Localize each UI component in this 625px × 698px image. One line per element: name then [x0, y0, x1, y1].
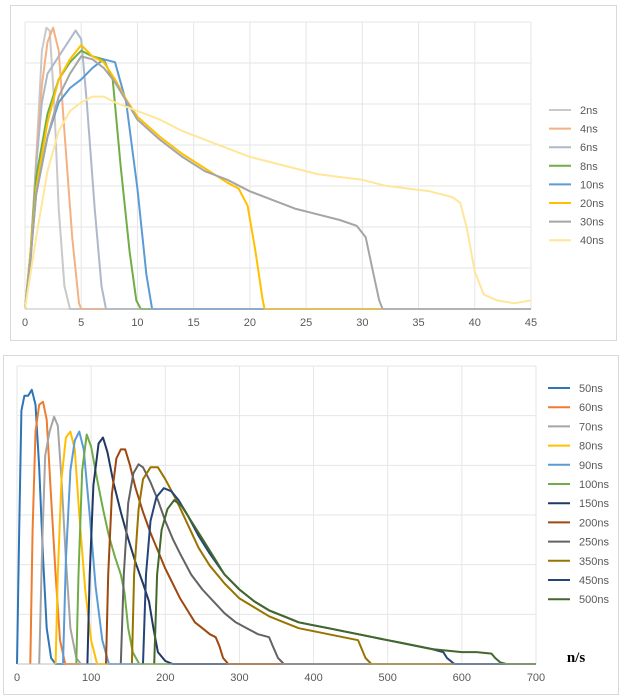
x-tick-label: 15: [188, 317, 200, 329]
series-line-350ns: [130, 466, 536, 665]
legend-label: 350ns: [579, 556, 609, 568]
chart-panel-bottom: 0 100 200 300 400 500 600 700 50ns 60ns 70ns 80ns 90…: [3, 355, 619, 695]
legend-label: 100ns: [579, 479, 609, 491]
series-line-250ns: [119, 463, 536, 665]
series-line-60ns: [29, 400, 536, 665]
legend-label: 8ns: [580, 161, 598, 173]
legend-label: 250ns: [579, 537, 609, 549]
x-tick-label: 400: [304, 672, 322, 684]
legend-label: 80ns: [579, 441, 603, 453]
legend-label: 40ns: [580, 235, 604, 247]
pulse-width-chart-long: 0 100 200 300 400 500 600 700 50ns 60ns 70ns 80ns 90…: [14, 365, 609, 684]
x-tick-label: 300: [230, 672, 248, 684]
unit-label: n/s: [567, 650, 586, 666]
legend-label: 70ns: [579, 421, 603, 433]
legend-label: 60ns: [579, 402, 603, 414]
series-line-30ns: [24, 55, 531, 310]
x-tick-label: 500: [379, 672, 397, 684]
legend-label: 50ns: [579, 383, 603, 395]
pulse-width-chart-ns: 0 5 10 15 20 25 30 35 40 45 2ns 4ns 6ns 8ns 10ns 20ns 30…: [22, 21, 604, 329]
legend-label: 20ns: [580, 198, 604, 210]
legend-label: 6ns: [580, 142, 598, 154]
series-line-6ns: [24, 29, 531, 310]
x-tick-label: 30: [356, 317, 368, 329]
legend-label: 90ns: [579, 460, 603, 472]
series-line-80ns: [54, 430, 536, 665]
legend-label: 4ns: [580, 124, 598, 136]
legend-label: 500ns: [579, 594, 609, 606]
chart-panel-top: 0 5 10 15 20 25 30 35 40 45 2ns 4ns 6ns 8ns 10ns 20ns 30…: [10, 5, 617, 341]
series-line-150ns: [86, 436, 536, 665]
legend-label: 150ns: [579, 498, 609, 510]
x-tick-label: 100: [82, 672, 100, 684]
series-line-40ns: [24, 95, 532, 310]
series-line-50ns: [16, 388, 536, 665]
series-line-4ns: [24, 26, 531, 310]
x-tick-label: 40: [469, 317, 481, 329]
x-tick-label: 600: [453, 672, 471, 684]
series-line-100ns: [75, 433, 536, 665]
x-tick-label: 5: [78, 317, 84, 329]
x-tick-label: 0: [22, 317, 28, 329]
x-tick-label: 700: [527, 672, 545, 684]
series-line-90ns: [62, 430, 536, 665]
x-tick-label: 45: [525, 317, 537, 329]
x-tick-label: 35: [412, 317, 424, 329]
x-tick-label: 25: [300, 317, 312, 329]
series-line-500ns: [153, 499, 536, 665]
legend-label: 2ns: [580, 105, 598, 117]
x-tick-label: 20: [244, 317, 256, 329]
x-tick-label: 200: [156, 672, 174, 684]
legend-label: 450ns: [579, 575, 609, 587]
legend-label: 200ns: [579, 517, 609, 529]
x-tick-label: 0: [14, 672, 20, 684]
x-tick-label: 10: [131, 317, 143, 329]
series-line-2ns: [24, 26, 531, 310]
legend-label: 10ns: [580, 179, 604, 191]
series-line-200ns: [105, 448, 536, 665]
legend-label: 30ns: [580, 217, 604, 229]
